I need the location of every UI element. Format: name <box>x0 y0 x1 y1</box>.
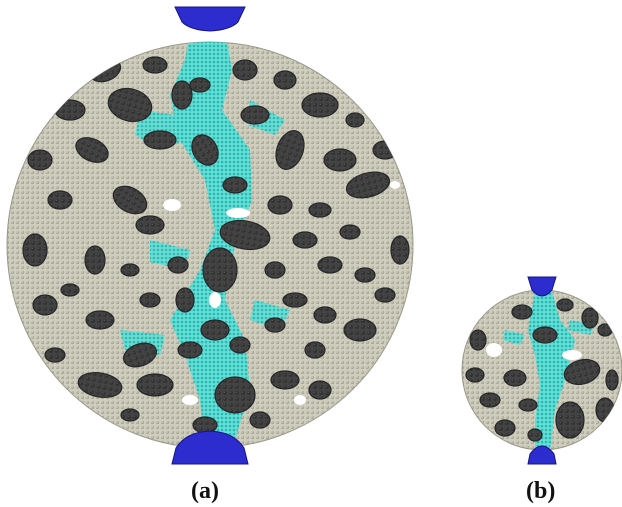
specimen-a-top-platen <box>175 7 245 31</box>
specimen-b <box>462 277 622 464</box>
caption-b: (b) <box>526 478 555 505</box>
caption-a: (a) <box>191 478 219 505</box>
specimen-a <box>7 7 413 464</box>
